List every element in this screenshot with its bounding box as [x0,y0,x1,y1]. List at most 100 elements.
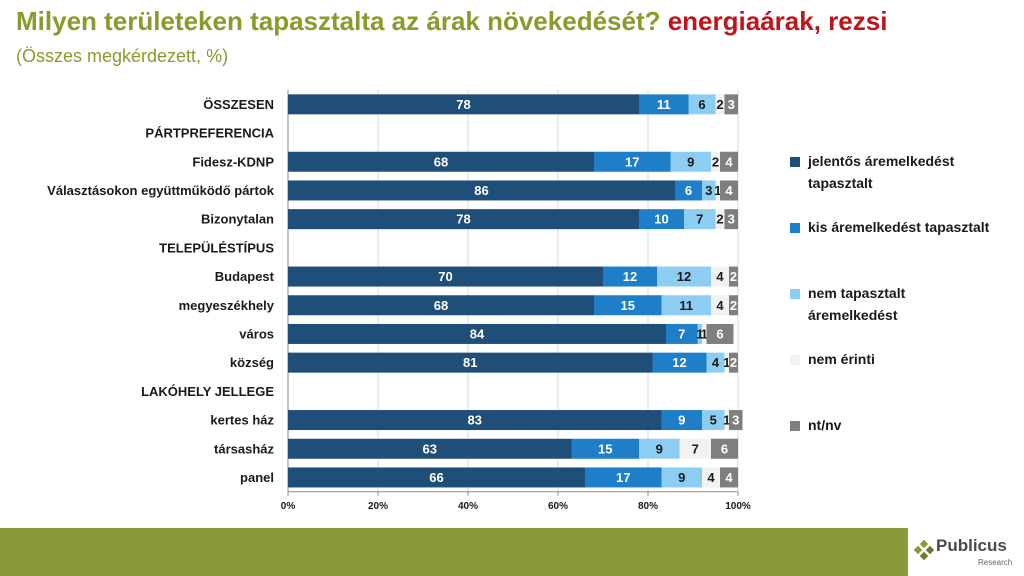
data-label: 2 [730,355,737,370]
bar-segment [706,352,725,373]
bar-segment [697,323,702,344]
publicus-logo: Publicus Research [908,528,1024,576]
bar-segment [661,410,702,431]
bar-segment [666,323,698,344]
bar-segment [288,467,585,488]
data-label: 78 [456,97,470,112]
bar-segment [684,209,716,230]
data-label: 4 [725,154,733,169]
data-label: 84 [470,326,485,341]
data-label: 11 [679,298,693,313]
data-label: 63 [423,441,437,456]
data-label: 11 [657,97,671,112]
bar-segment [729,266,738,287]
category-label: PÁRTPREFERENCIA [145,126,274,141]
category-label: Budapest [215,269,275,284]
x-tick-label: 100% [725,501,751,512]
bar-segment [720,467,738,488]
data-label: 1 [714,183,721,198]
bar-segment [288,151,594,172]
bar-segment [702,410,725,431]
data-label: 7 [696,212,703,227]
chart-subtitle: (Összes megkérdezett, %) [16,46,229,66]
data-label: 2 [716,212,723,227]
bar-segment [639,94,689,115]
bar-segment [603,266,657,287]
data-label: 17 [616,470,630,485]
legend-swatch [790,157,800,167]
bar-segment [288,438,572,459]
bar-segment [711,266,729,287]
legend-label: jelentős áremelkedést tapasztalt [808,153,955,191]
bar-segment [594,295,662,316]
bar-segment [715,209,725,230]
legend-item: kis áremelkedést tapasztalt [790,216,990,282]
data-label: 4 [707,470,715,485]
data-label: 9 [687,154,694,169]
category-label: város [239,326,274,341]
data-label: 2 [730,269,737,284]
bar-segment [594,151,671,172]
data-label: 10 [654,212,668,227]
bar-segment [724,352,729,373]
data-label: 6 [685,183,692,198]
data-label: 6 [698,97,705,112]
bar-segment [702,180,716,201]
category-label: panel [240,470,274,485]
data-label: 4 [725,183,733,198]
data-label: 7 [692,441,699,456]
data-label: 4 [712,355,720,370]
title-question: Milyen területeken tapasztalta az árak n… [16,6,668,36]
category-label: ÖSSZESEN [203,97,274,112]
data-label: 81 [463,355,477,370]
data-label: 68 [434,298,448,313]
bar-segment [720,180,738,201]
bar-segment [724,209,738,230]
footer-bar [0,528,1024,576]
stacked-bar-chart: 0% 20% 40% 60% 80% 100%ÖSSZESEN 78 11 6 2 3PÁRTPRE… [47,90,751,512]
bar-segment [724,94,738,115]
bar-segment [720,151,738,172]
data-label: 3 [728,212,735,227]
category-label: Választásokon együttműködő pártok [47,183,275,198]
bar-segment [652,352,707,373]
data-label: 70 [438,269,452,284]
category-label: TELEPÜLÉSTÍPUS [159,240,274,255]
bar-segment [729,410,743,431]
legend-swatch [790,421,800,431]
bar-segment [711,295,729,316]
data-label: 2 [730,298,737,313]
legend-label: nt/nv [808,417,842,433]
data-label: 3 [705,183,712,198]
category-label: társasház [214,441,274,456]
legend-item: nem érinti [790,348,990,414]
bar-segment [711,438,738,459]
bar-segment [657,266,711,287]
data-label: 15 [621,298,635,313]
logo-diamond-icon [914,540,934,560]
legend-swatch [790,355,800,365]
bar-segment [639,438,680,459]
data-label: 6 [721,441,728,456]
data-label: 86 [474,183,488,198]
legend-swatch [790,289,800,299]
bar-segment [729,295,738,316]
bar-segment [585,467,662,488]
data-label: 2 [716,97,723,112]
data-label: 83 [468,413,482,428]
category-label: Fidesz-KDNP [192,154,274,169]
data-label: 12 [677,269,691,284]
data-label: 15 [598,441,612,456]
x-tick-label: 40% [458,501,478,512]
bar-segment [706,323,734,344]
category-label: kertes ház [210,413,274,428]
data-label: 9 [656,441,663,456]
x-tick-label: 60% [548,501,568,512]
data-label: 1 [701,326,708,341]
chart-title: Milyen területeken tapasztalta az árak n… [16,6,887,37]
data-label: 68 [434,154,448,169]
bar-segment [702,467,720,488]
title-topic: energiaárak, rezsi [667,6,888,36]
bar-segment [675,180,702,201]
data-label: 7 [678,326,685,341]
